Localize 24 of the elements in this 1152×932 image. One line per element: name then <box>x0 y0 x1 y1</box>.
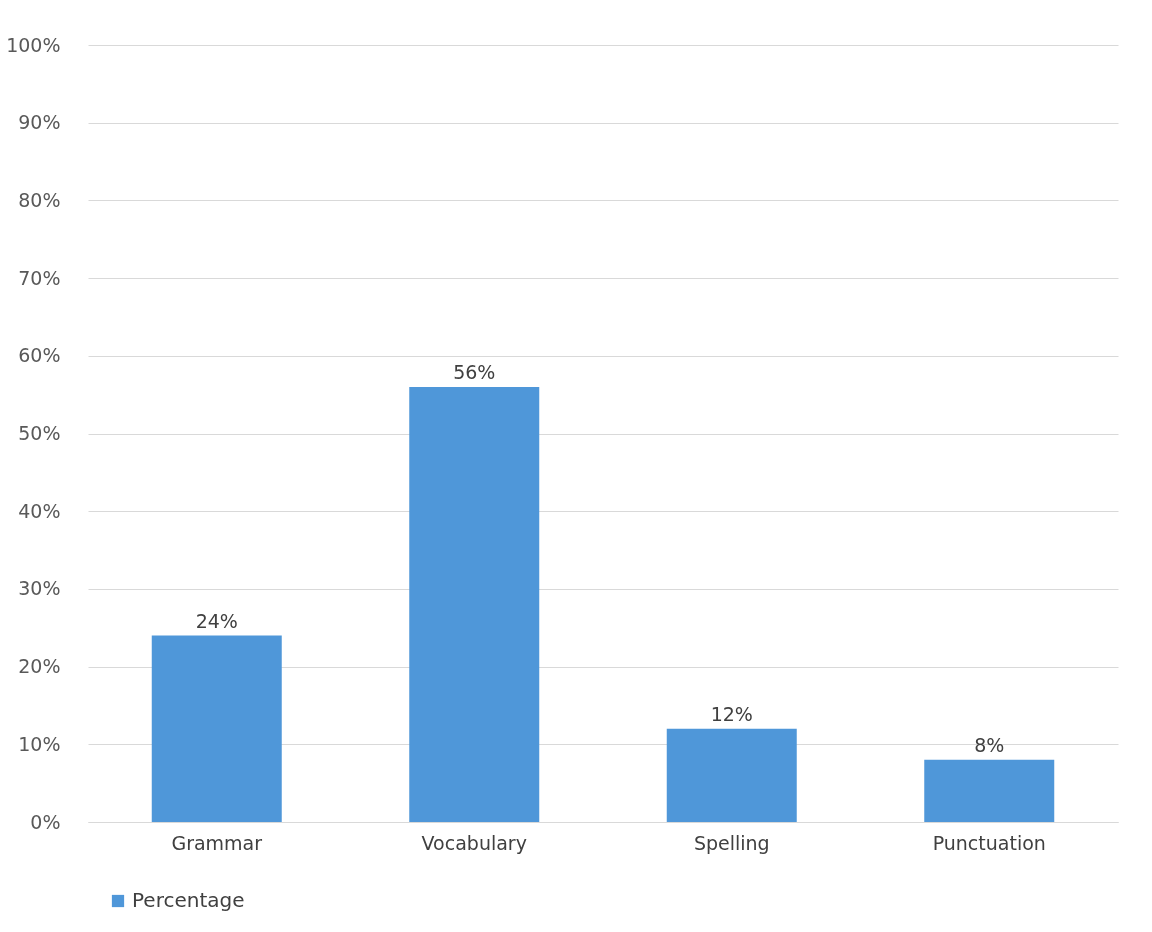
data-label: 56% <box>453 360 496 383</box>
bar <box>666 728 797 822</box>
y-tick-label: 40% <box>18 499 61 522</box>
y-tick-label: 60% <box>18 344 61 367</box>
data-label: 12% <box>710 702 753 725</box>
data-label: 24% <box>195 609 238 632</box>
legend-label: Percentage <box>132 888 245 912</box>
bar <box>151 635 282 822</box>
y-tick-label: 20% <box>18 655 61 678</box>
bar <box>409 386 540 822</box>
y-tick-label: 90% <box>18 111 61 134</box>
y-tick-label: 10% <box>18 732 61 755</box>
x-tick-label: Punctuation <box>932 831 1046 854</box>
data-label: 8% <box>974 733 1005 756</box>
y-tick-label: 70% <box>18 266 61 289</box>
bar <box>924 759 1055 822</box>
x-tick-label: Spelling <box>693 831 770 854</box>
x-tick-label: Grammar <box>171 831 263 854</box>
y-tick-label: 80% <box>18 188 61 211</box>
y-tick-label: 30% <box>18 577 61 600</box>
x-tick-label: Vocabulary <box>421 831 527 854</box>
y-tick-label: 100% <box>6 33 61 56</box>
y-tick-label: 50% <box>18 422 61 444</box>
y-tick-label: 0% <box>30 810 61 833</box>
